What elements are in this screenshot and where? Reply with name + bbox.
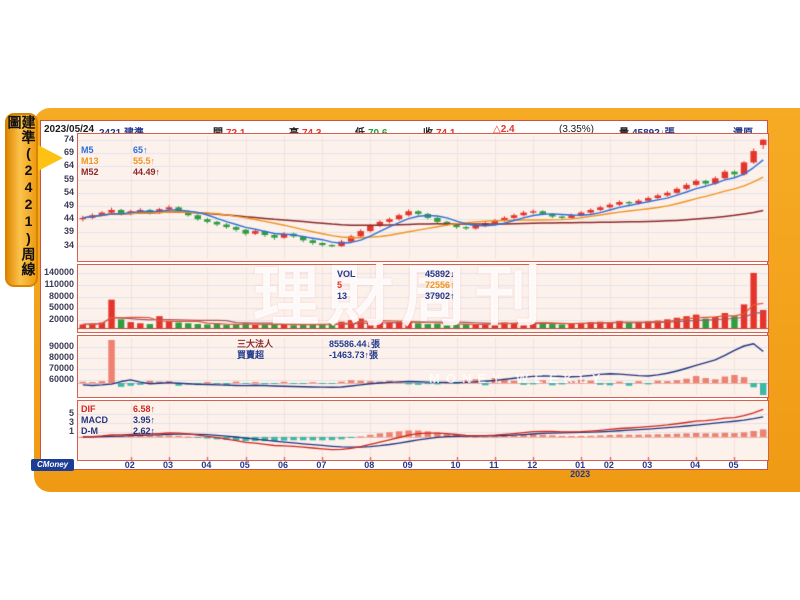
x-axis-month-label: 11 bbox=[489, 460, 499, 470]
volume-y-tick: 110000 bbox=[44, 278, 74, 289]
macd-legend: DIF 6.58↑ MACD 3.95↑ D-M 2.62↑ bbox=[81, 404, 156, 436]
x-axis-month-label: 07 bbox=[316, 460, 327, 470]
x-axis-month-label: 05 bbox=[239, 460, 250, 470]
volume-y-tick: 140000 bbox=[43, 266, 74, 277]
volume-canvas bbox=[78, 265, 768, 332]
x-axis-month-label: 05 bbox=[728, 460, 739, 470]
change-value: △2.4 bbox=[493, 124, 515, 135]
institutional-y-tick: 80000 bbox=[48, 351, 74, 362]
institutional-y-tick: 70000 bbox=[48, 362, 74, 373]
price-pane bbox=[77, 133, 769, 262]
stock-chart: 2023/05/24 2421 建準 開72.1 高74.3 低70.6 收74… bbox=[40, 120, 769, 479]
macd-y-tick: 3 bbox=[68, 417, 74, 428]
volume-y-tick: 50000 bbox=[48, 302, 74, 313]
x-axis-month-label: 10 bbox=[450, 460, 461, 470]
price-y-tick: 49 bbox=[63, 200, 74, 210]
macd-y-tick: 5 bbox=[68, 407, 74, 418]
price-y-tick: 69 bbox=[63, 147, 74, 158]
volume-y-tick: 80000 bbox=[48, 290, 74, 301]
price-y-tick: 44 bbox=[63, 213, 74, 224]
x-axis-month-label: 06 bbox=[278, 460, 289, 470]
volume-legend: VOL 45892↓ 5 72556↑ 13 37902↑ bbox=[337, 269, 455, 301]
side-tab-title: 建準(2421)周線圖 bbox=[5, 113, 38, 287]
macd-pane bbox=[77, 400, 769, 461]
x-axis-month-label: 04 bbox=[201, 460, 212, 470]
price-y-tick: 59 bbox=[63, 173, 74, 184]
institutional-canvas bbox=[78, 336, 768, 397]
quote-date: 2023/05/24 bbox=[44, 124, 95, 135]
price-y-tick: 74 bbox=[63, 134, 74, 144]
institutional-pane bbox=[77, 335, 769, 398]
price-ma-legend: M5 65↑ M13 55.5↑ M52 44.49↑ bbox=[81, 145, 161, 177]
price-y-tick: 54 bbox=[63, 186, 74, 197]
price-y-tick: 39 bbox=[63, 226, 74, 237]
x-axis-month-label: 12 bbox=[527, 460, 538, 470]
x-axis-year-label: 2023 bbox=[570, 469, 591, 479]
macd-y-tick: 1 bbox=[68, 426, 74, 437]
institutional-y-tick: 90000 bbox=[48, 340, 74, 351]
macd-canvas bbox=[78, 401, 768, 460]
x-axis-month-label: 02 bbox=[124, 460, 135, 470]
data-vendor-badge: CMoney bbox=[31, 459, 75, 471]
volume-pane bbox=[77, 264, 769, 333]
institutional-legend: 三大法人 85586.44↓張 買賣超 -1463.73↑張 bbox=[237, 339, 381, 360]
price-canvas bbox=[78, 134, 768, 261]
institutional-y-tick: 60000 bbox=[48, 373, 74, 384]
change-percent: (3.35%) bbox=[559, 124, 595, 135]
side-tab-label: 建準(2421)周線圖 bbox=[6, 115, 37, 277]
price-y-tick: 64 bbox=[63, 160, 74, 171]
x-axis-month-label: 09 bbox=[402, 460, 413, 470]
x-axis-month-label: 02 bbox=[603, 460, 614, 470]
x-axis-month-label: 08 bbox=[364, 460, 375, 470]
x-axis-month-label: 04 bbox=[690, 460, 701, 470]
callout-arrow-icon bbox=[36, 144, 63, 172]
price-y-tick: 34 bbox=[63, 239, 74, 250]
x-axis-month-label: 03 bbox=[642, 460, 653, 470]
volume-y-tick: 20000 bbox=[48, 314, 74, 325]
x-axis-month-label: 03 bbox=[163, 460, 174, 470]
x-axis-month-label: 01 bbox=[575, 460, 586, 470]
